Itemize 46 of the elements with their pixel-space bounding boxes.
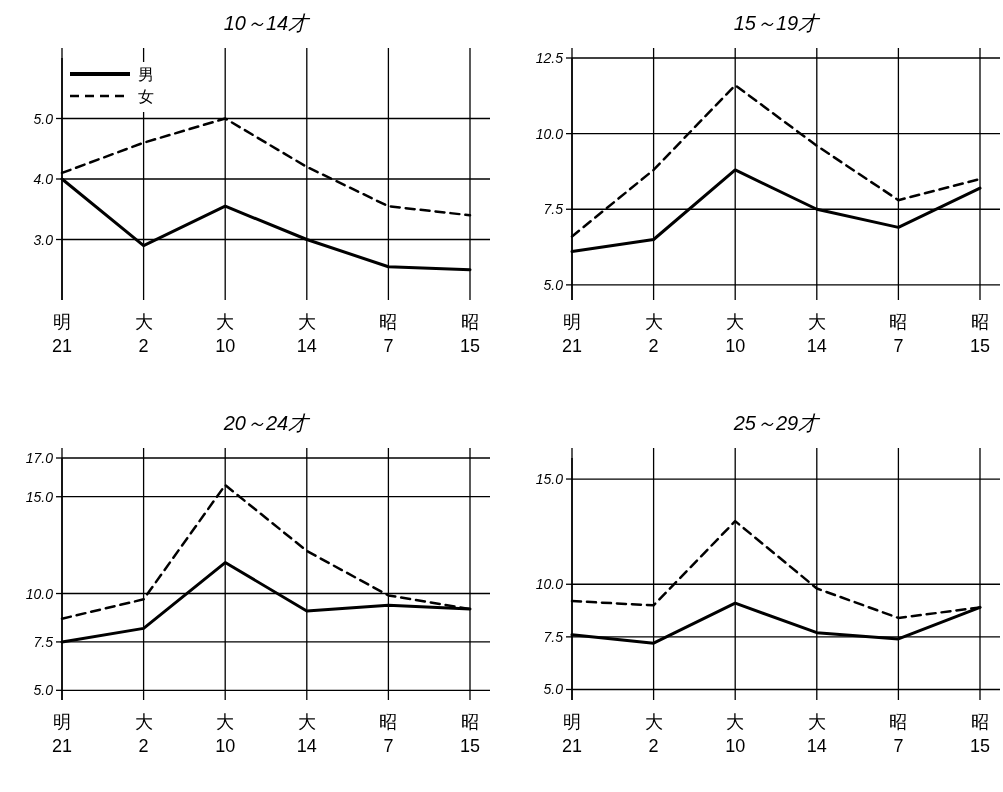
x-tick-label: 昭 15 [459,312,481,356]
x-tick-label: 大 2 [134,312,153,356]
y-tick-label: 7.5 [33,633,54,650]
y-tick-label: 7.5 [543,628,564,645]
y-tick-label: 7.5 [543,201,564,218]
x-tick-label: 昭 15 [459,712,481,756]
y-tick-label: 5.0 [543,276,564,293]
y-tick-label: 4.0 [33,171,54,187]
x-tick-label: 昭 15 [969,312,991,356]
chart-title: 10～14才 [223,12,312,34]
y-tick-label: 10.0 [535,576,564,593]
y-tick-label: 10.0 [25,585,54,602]
x-tick-label: 大 14 [296,712,317,756]
x-tick-label: 昭 7 [379,712,398,756]
x-tick-label: 大 10 [215,712,236,756]
x-tick-label: 昭 7 [379,312,398,356]
y-tick-label: 15.0 [535,471,564,488]
x-tick-label: 昭 15 [969,712,991,756]
x-tick-label: 大 10 [215,312,236,356]
x-tick-label: 大 14 [296,312,317,356]
y-tick-label: 17.0 [25,450,54,466]
y-tick-label: 5.0 [33,682,54,699]
legend-label: 男 [138,66,154,83]
x-tick-label: 昭 7 [889,312,908,356]
x-tick-label: 明 21 [51,712,73,756]
chart-title: 20～24才 [222,412,312,434]
x-tick-label: 明 21 [51,312,73,356]
chart-title: 25～29才 [732,412,822,434]
x-tick-label: 大 14 [806,712,827,756]
y-tick-label: 5.0 [543,681,564,698]
y-tick-label: 5.0 [33,110,54,127]
chart-title: 15～19才 [733,12,822,34]
legend-label: 女 [138,88,154,105]
x-tick-label: 昭 7 [889,712,908,756]
x-tick-label: 大 2 [644,712,663,756]
x-tick-label: 明 21 [561,312,583,356]
y-tick-label: 12.5 [535,50,564,66]
x-tick-label: 大 14 [806,312,827,356]
y-tick-label: 3.0 [33,231,54,248]
x-tick-label: 大 2 [644,312,663,356]
y-tick-label: 15.0 [25,488,54,505]
x-tick-label: 大 2 [134,712,153,756]
x-tick-label: 大 10 [725,712,746,756]
y-tick-label: 10.0 [535,125,564,142]
x-tick-label: 明 21 [561,712,583,756]
x-tick-label: 大 10 [725,312,746,356]
